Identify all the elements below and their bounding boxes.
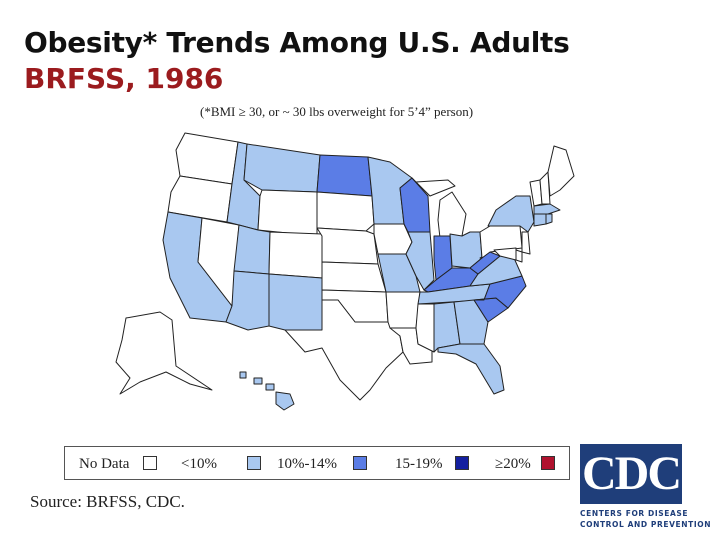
state-ma: [533, 203, 561, 215]
state-co: [268, 231, 323, 279]
state-ct: [533, 213, 547, 227]
state-ks: [321, 261, 387, 293]
state-ar: [385, 291, 421, 329]
state-md: [493, 247, 517, 261]
state-ny: [487, 195, 535, 233]
legend-label: No Data: [79, 456, 130, 472]
map-legend: No Data <10% 10%-14% 15-19% ≥20%: [64, 446, 570, 480]
state-nj: [521, 231, 531, 255]
legend-swatch: [455, 456, 469, 470]
state-il: [405, 231, 435, 291]
state-tx: [284, 299, 404, 401]
legend-swatch: [353, 456, 367, 470]
state-hi-kauai: [239, 371, 247, 379]
state-mt: [243, 143, 321, 193]
cdc-logo: CDC CENTERS FOR DISEASE CONTROL AND PREV…: [580, 444, 712, 532]
state-mi: [411, 177, 456, 197]
state-ut: [233, 224, 271, 275]
cdc-logo-line-1: CENTERS FOR DISEASE: [580, 509, 689, 518]
state-hi: [275, 391, 295, 411]
legend-label: 15-19%: [395, 456, 443, 472]
state-ga: [453, 299, 489, 345]
state-sd: [316, 191, 375, 232]
legend-label: 10%-14%: [277, 456, 337, 472]
legend-label: ≥20%: [495, 456, 531, 472]
legend-swatch: [143, 456, 157, 470]
state-ak: [115, 311, 213, 395]
legend-label: <10%: [181, 456, 217, 472]
bmi-footnote: (*BMI ≥ 30, or ~ 30 lbs overweight for 5…: [200, 104, 474, 119]
legend-swatch: [247, 456, 261, 470]
slide-title: Obesity* Trends Among U.S. Adults: [24, 26, 570, 59]
legend-swatch: [541, 456, 555, 470]
state-hi-maui: [265, 383, 275, 391]
state-fl: [437, 343, 505, 395]
state-nd: [316, 154, 373, 197]
us-obesity-map: [115, 132, 575, 411]
state-ne: [316, 227, 379, 265]
state-ms: [415, 303, 435, 353]
state-de: [515, 249, 523, 263]
cdc-logo-letters: CDC: [582, 447, 682, 500]
cdc-logo-box: CDC: [580, 444, 682, 504]
state-nm: [268, 273, 323, 331]
state-mo: [377, 253, 421, 293]
state-mi-lower: [437, 191, 467, 239]
slide-subtitle: BRFSS, 1986: [24, 62, 224, 95]
state-hi-oahu: [253, 377, 263, 385]
state-ri: [545, 213, 553, 225]
cdc-logo-line-2: CONTROL AND PREVENTION: [580, 520, 712, 529]
source-note: Source: BRFSS, CDC.: [30, 492, 185, 511]
state-wy: [257, 189, 318, 237]
state-me: [547, 145, 575, 197]
